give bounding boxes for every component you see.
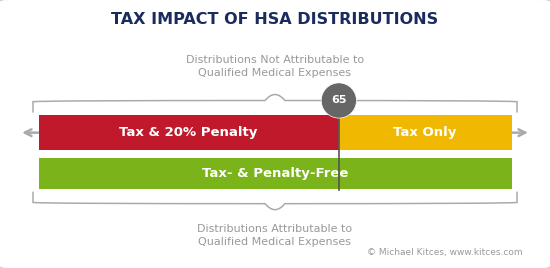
Ellipse shape <box>321 83 356 118</box>
FancyBboxPatch shape <box>39 158 512 189</box>
FancyBboxPatch shape <box>39 115 339 150</box>
FancyBboxPatch shape <box>339 115 512 150</box>
Text: © Michael Kitces, www.kitces.com: © Michael Kitces, www.kitces.com <box>367 248 522 257</box>
Text: Distributions Not Attributable to
Qualified Medical Expenses: Distributions Not Attributable to Qualif… <box>186 55 364 78</box>
Text: Tax- & Penalty-Free: Tax- & Penalty-Free <box>202 167 348 180</box>
Text: Tax Only: Tax Only <box>393 126 457 139</box>
Text: TAX IMPACT OF HSA DISTRIBUTIONS: TAX IMPACT OF HSA DISTRIBUTIONS <box>112 12 438 27</box>
Text: Tax & 20% Penalty: Tax & 20% Penalty <box>119 126 258 139</box>
Text: 65: 65 <box>331 95 346 106</box>
Text: Distributions Attributable to
Qualified Medical Expenses: Distributions Attributable to Qualified … <box>197 224 353 247</box>
